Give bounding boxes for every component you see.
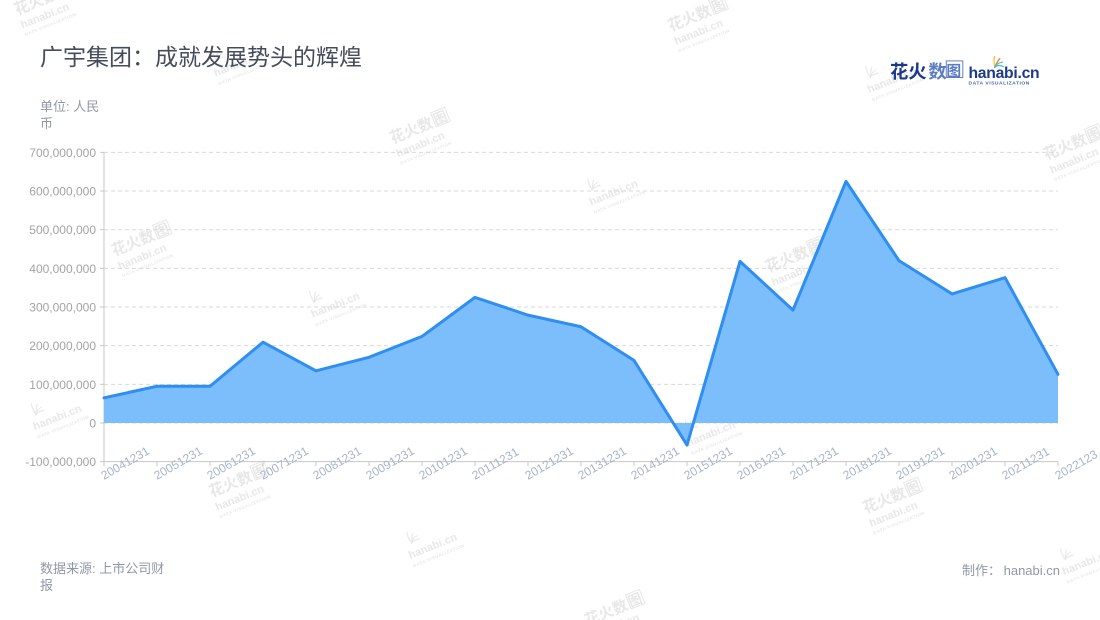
svg-text:20171231: 20171231 [788,444,842,483]
svg-text:花火: 花火 [890,61,927,82]
svg-text:20061231: 20061231 [205,444,259,483]
svg-text:20051231: 20051231 [152,444,206,483]
svg-text:20081231: 20081231 [311,444,365,483]
svg-text:20181231: 20181231 [841,444,895,483]
svg-text:20111231: 20111231 [470,445,522,483]
svg-text:20071231: 20071231 [258,444,312,483]
svg-text:20161231: 20161231 [735,444,789,483]
svg-text:20091231: 20091231 [364,444,418,483]
svg-text:20201231: 20201231 [947,444,1001,483]
svg-text:DATA VISUALIZATION: DATA VISUALIZATION [968,80,1029,86]
svg-text:20211231: 20211231 [1000,444,1053,483]
svg-text:2022123: 2022123 [1053,447,1100,483]
svg-text:400,000,000: 400,000,000 [29,262,96,276]
svg-text:0: 0 [89,417,96,431]
svg-text:20121231: 20121231 [523,444,577,483]
svg-text:hanabi.cn: hanabi.cn [968,65,1039,82]
svg-text:20101231: 20101231 [417,444,471,483]
svg-text:300,000,000: 300,000,000 [29,301,96,315]
svg-text:700,000,000: 700,000,000 [29,146,96,160]
svg-text:20151231: 20151231 [682,444,736,483]
svg-text:-100,000,000: -100,000,000 [25,455,96,469]
svg-text:200,000,000: 200,000,000 [29,339,96,353]
svg-text:20131231: 20131231 [576,444,630,483]
svg-text:20141231: 20141231 [629,444,683,483]
svg-text:100,000,000: 100,000,000 [29,378,96,392]
svg-text:数: 数 [928,61,946,82]
svg-text:图: 图 [946,63,961,80]
svg-text:20041231: 20041231 [99,444,153,483]
svg-text:600,000,000: 600,000,000 [29,185,96,199]
svg-text:20191231: 20191231 [894,444,948,483]
svg-text:500,000,000: 500,000,000 [29,223,96,237]
